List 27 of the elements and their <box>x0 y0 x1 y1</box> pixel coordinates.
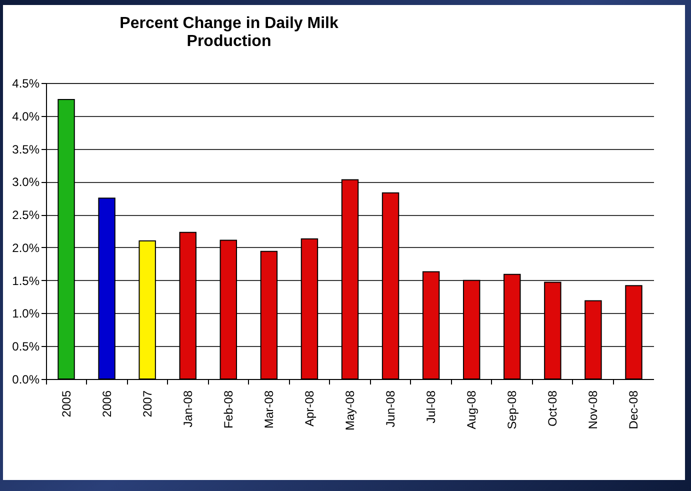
text: Percent Change in Daily Milk <box>120 15 338 32</box>
x-tick-label: May-08 <box>343 390 357 431</box>
y-tick-label: 4.5% <box>12 76 40 90</box>
y-tick-label: 3.5% <box>12 142 40 156</box>
y-tick-label: 4.0% <box>12 109 40 124</box>
x-tick-label: Oct-08 <box>546 390 560 427</box>
x-tick-label: Jul-08 <box>424 390 438 424</box>
x-tick-label: Mar-08 <box>262 390 276 429</box>
y-tick-label: 2.0% <box>12 240 40 255</box>
x-tick-label: Aug-08 <box>464 390 479 430</box>
x-tick-label: Dec-08 <box>626 390 641 430</box>
text: Production <box>186 33 272 50</box>
x-tick-label: Sep-08 <box>505 390 520 430</box>
y-tick-label: 0.0% <box>12 372 40 386</box>
x-tick-label: 2007 <box>140 390 154 418</box>
x-tick-label: Feb-08 <box>221 390 236 429</box>
y-tick-label: 0.5% <box>12 340 40 354</box>
y-tick-label: 3.0% <box>12 175 40 190</box>
x-tick-label: Jun-08 <box>384 390 398 428</box>
x-tick-label: 2005 <box>59 390 74 418</box>
y-tick-label: 2.5% <box>12 208 40 222</box>
y-tick-label: 1.0% <box>12 306 40 321</box>
x-tick-label: Jan-08 <box>180 390 195 428</box>
x-tick-label: 2006 <box>100 390 114 418</box>
y-tick-label: 1.5% <box>12 274 40 288</box>
x-tick-label: Nov-08 <box>586 390 600 430</box>
x-tick-label: Apr-08 <box>302 390 316 427</box>
